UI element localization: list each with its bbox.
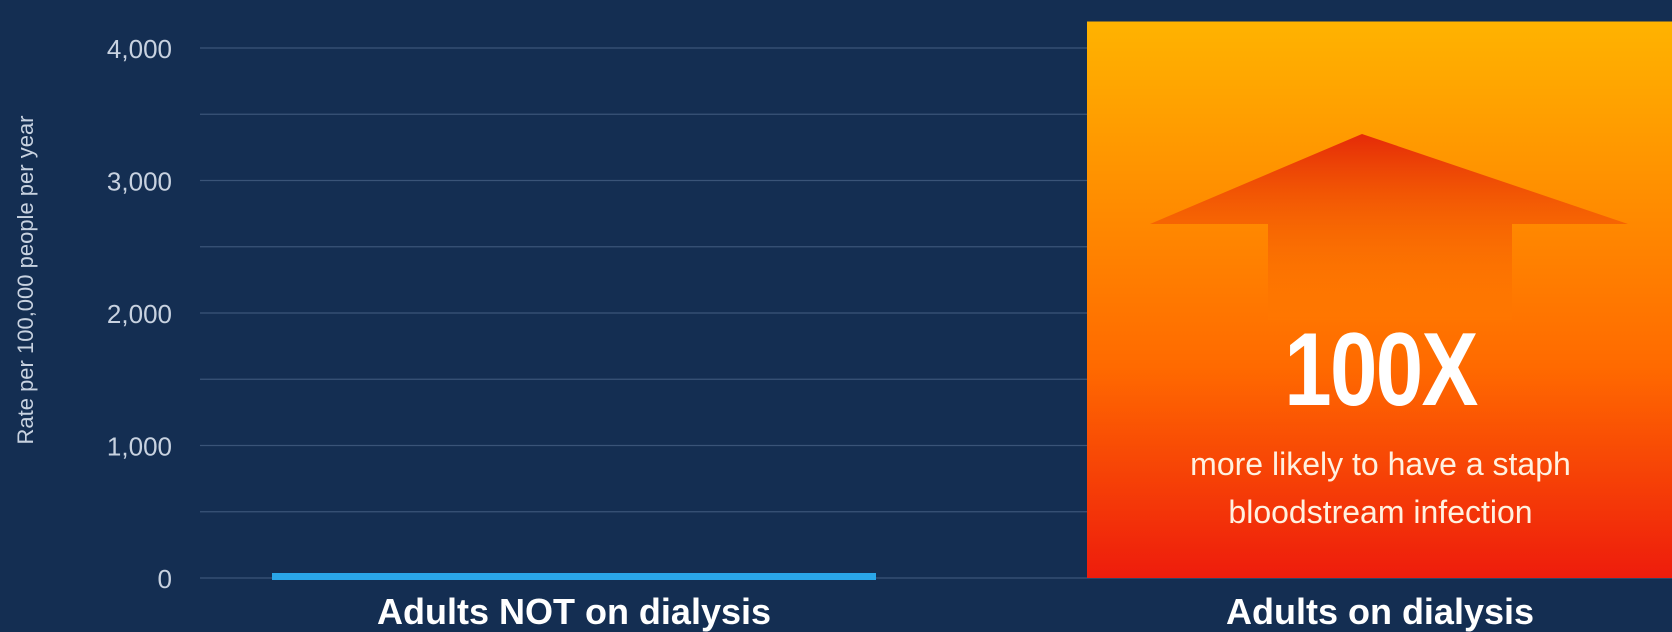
annotation-line-2: bloodstream infection	[1228, 494, 1533, 530]
y-tick-label: 2,000	[107, 299, 172, 329]
y-tick-label: 1,000	[107, 432, 172, 462]
x-category-label: Adults NOT on dialysis	[377, 591, 771, 632]
y-axis-label: Rate per 100,000 people per year	[13, 115, 38, 445]
y-tick-label: 3,000	[107, 167, 172, 197]
y-tick-label: 0	[158, 564, 172, 594]
annotation-line-1: more likely to have a staph	[1190, 446, 1571, 482]
annotation-text: more likely to have a staph bloodstream …	[1089, 440, 1672, 536]
x-category-label: Adults on dialysis	[1226, 591, 1534, 632]
multiplier-label: 100X	[1284, 312, 1478, 428]
y-tick-label: 4,000	[107, 34, 172, 64]
y-axis-label-wrap: Rate per 100,000 people per year	[6, 0, 46, 560]
up-arrow-icon	[1150, 134, 1628, 320]
bar-adults-not-on-dialysis	[272, 573, 876, 580]
